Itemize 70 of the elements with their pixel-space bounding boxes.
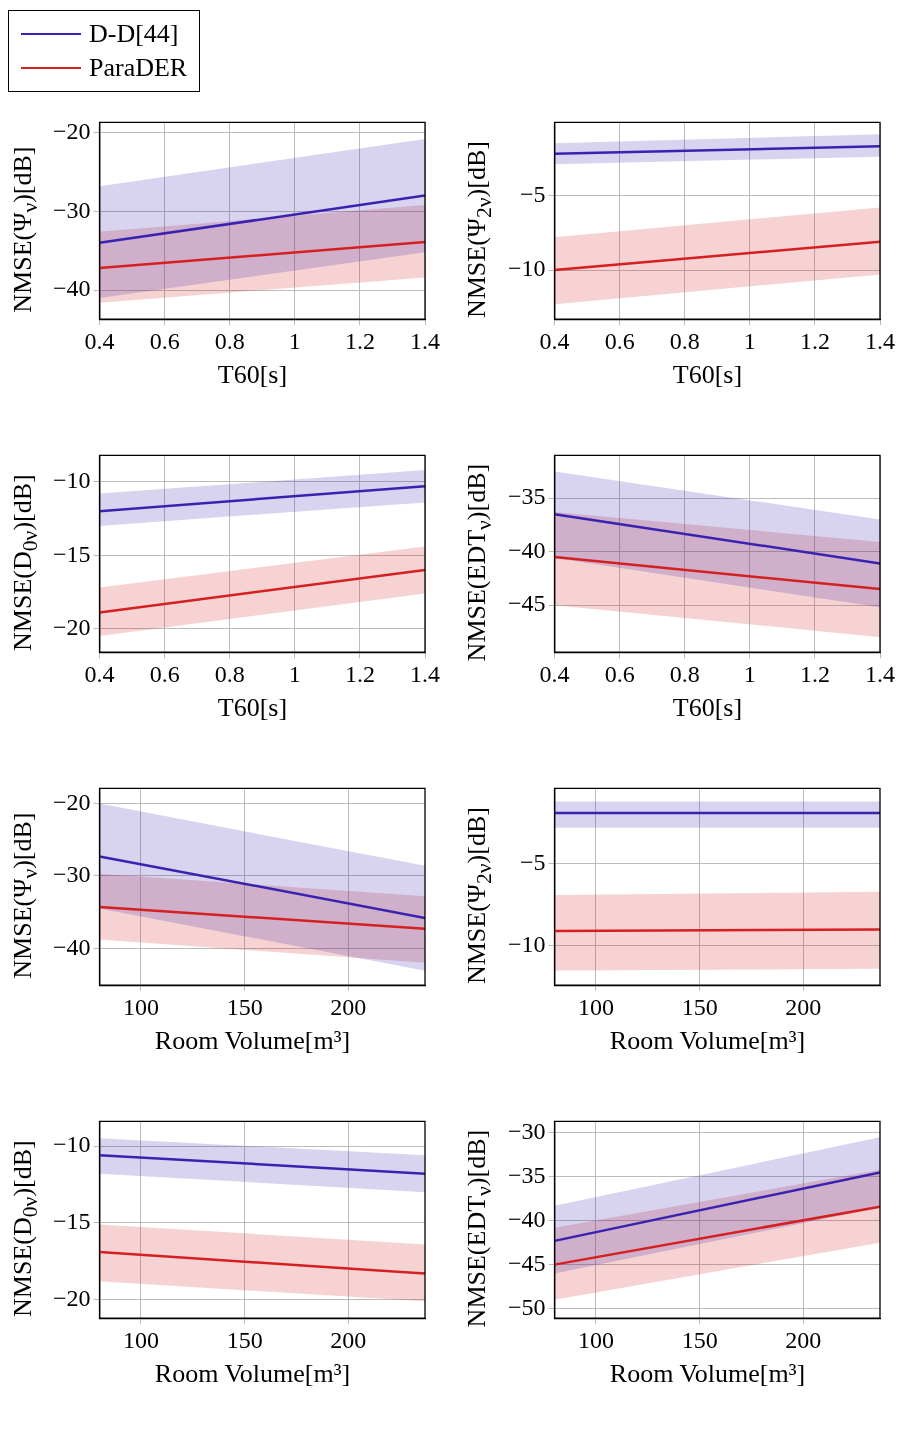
y-tick-label: −45 — [507, 590, 546, 617]
y-tick-label: −10 — [52, 1131, 91, 1158]
x-tick-label: 1 — [288, 327, 301, 354]
x-axis-title: T60[s] — [216, 360, 289, 390]
x-axis-title: Room Volume[m³] — [153, 1359, 352, 1389]
x-tick-label: 200 — [785, 1326, 822, 1353]
y-tick-label: −40 — [507, 1205, 546, 1232]
x-tick-label: 1.4 — [410, 660, 440, 687]
y-tick-label: −10 — [507, 931, 546, 958]
x-tick-label: 0.8 — [669, 660, 700, 687]
x-tick-label: 150 — [226, 1326, 263, 1353]
y-tick-label: −30 — [52, 861, 91, 888]
x-tick-label: 1.4 — [865, 327, 895, 354]
x-tick-label: 0.4 — [84, 660, 115, 687]
y-tick-label: −20 — [52, 614, 91, 640]
x-tick-label: 0.4 — [84, 327, 115, 354]
x-tick-label: 1.4 — [410, 327, 440, 354]
x-tick-label: 100 — [123, 993, 159, 1020]
x-tick-label: 0.8 — [214, 327, 245, 354]
x-tick-label: 200 — [785, 993, 822, 1020]
legend-label: ParaDER — [89, 52, 188, 84]
x-axis-title: Room Volume[m³] — [608, 1026, 807, 1056]
x-axis-title: T60[s] — [216, 693, 289, 723]
x-tick-label: 0.6 — [149, 327, 180, 354]
x-axis-title: T60[s] — [671, 693, 744, 723]
x-tick-label: 150 — [681, 993, 718, 1020]
y-tick-label: −20 — [52, 117, 91, 144]
y-tick-label: −15 — [52, 1208, 91, 1235]
x-tick-label: 1.2 — [344, 660, 375, 687]
x-tick-label: 200 — [330, 1326, 367, 1353]
x-tick-label: 150 — [681, 1326, 718, 1353]
y-tick-label: −10 — [507, 255, 546, 282]
x-tick-label: 1.2 — [799, 660, 830, 687]
y-tick-label: −40 — [52, 933, 91, 960]
y-tick-label: −35 — [507, 483, 546, 510]
x-axis-title: Room Volume[m³] — [608, 1359, 807, 1389]
x-tick-label: 1.2 — [799, 327, 830, 354]
y-tick-label: −20 — [52, 1285, 91, 1312]
y-tick-label: −5 — [519, 849, 546, 876]
y-tick-label: −30 — [52, 196, 91, 223]
y-tick-label: −10 — [52, 467, 91, 494]
x-tick-label: 1 — [288, 660, 301, 687]
x-tick-label: 0.6 — [604, 660, 635, 687]
x-tick-label: 1.2 — [344, 327, 375, 354]
x-tick-label: 1 — [743, 327, 756, 354]
x-tick-label: 200 — [330, 993, 367, 1020]
y-tick-label: −35 — [507, 1162, 546, 1189]
x-tick-label: 1 — [743, 660, 756, 687]
x-tick-label: 0.4 — [539, 327, 570, 354]
x-tick-label: 100 — [578, 993, 614, 1020]
x-axis-title: Room Volume[m³] — [153, 1026, 352, 1056]
x-tick-label: 0.8 — [214, 660, 245, 687]
y-tick-label: −50 — [507, 1293, 546, 1320]
y-tick-label: −45 — [507, 1249, 546, 1276]
y-tick-label: −20 — [52, 788, 91, 815]
x-tick-label: 0.4 — [539, 660, 570, 687]
x-tick-label: 0.8 — [669, 327, 700, 354]
x-axis-title: T60[s] — [671, 360, 744, 390]
y-tick-label: −40 — [52, 275, 91, 302]
x-tick-label: 100 — [578, 1326, 614, 1353]
legend-label: D-D[44] — [89, 18, 179, 50]
x-tick-label: 150 — [226, 993, 263, 1020]
x-tick-label: 0.6 — [149, 660, 180, 687]
y-tick-label: −5 — [519, 180, 546, 207]
x-tick-label: 1.4 — [865, 660, 895, 687]
y-tick-label: −30 — [507, 1118, 546, 1145]
y-tick-label: −40 — [507, 536, 546, 563]
x-tick-label: 100 — [123, 1326, 159, 1353]
x-tick-label: 0.6 — [604, 327, 635, 354]
y-tick-label: −15 — [52, 540, 91, 567]
